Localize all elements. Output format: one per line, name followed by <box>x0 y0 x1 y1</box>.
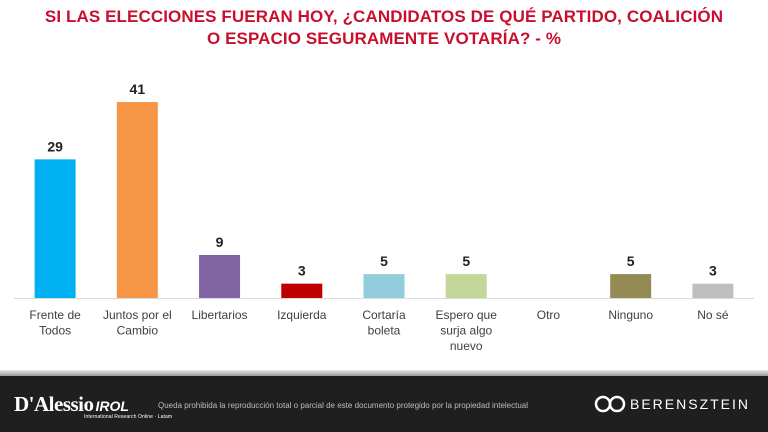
copyright-disclaimer: Queda prohibida la reproducción total o … <box>158 401 529 410</box>
bar <box>199 254 241 298</box>
data-label: 3 <box>298 263 306 279</box>
chart-title-line-2: O ESPACIO SEGURAMENTE VOTARÍA? - % <box>206 29 562 48</box>
category-label: Libertarios <box>192 308 248 322</box>
bar <box>281 283 323 298</box>
category-label: Cortaría boleta <box>362 308 406 338</box>
data-label: 5 <box>627 253 635 269</box>
data-label: 29 <box>47 138 63 154</box>
category-label: No sé <box>697 308 729 322</box>
bar <box>610 274 652 298</box>
bar <box>445 274 487 298</box>
irol-logo-text: IROL <box>95 398 129 414</box>
chart-title: SI LAS ELECCIONES FUERAN HOY, ¿CANDIDATO… <box>0 6 768 50</box>
data-label: 3 <box>709 263 717 279</box>
chart-title-line-1: SI LAS ELECCIONES FUERAN HOY, ¿CANDIDATO… <box>44 7 724 26</box>
bar <box>363 274 405 298</box>
berensztein-mark-icon <box>594 395 626 413</box>
dalessio-logo-subtitle: International Research Online · Latam <box>84 414 173 420</box>
footer-divider <box>0 370 768 376</box>
category-label: Frente de Todos <box>29 308 81 338</box>
data-label: 9 <box>216 234 224 250</box>
category-label: Juntos por el Cambio <box>103 308 172 338</box>
data-label: 41 <box>130 81 146 97</box>
bar <box>34 159 76 298</box>
dalessio-logo-text: D'Alessio <box>14 392 94 416</box>
bar <box>116 102 158 298</box>
berensztein-logo-text: BERENSZTEIN <box>630 396 751 412</box>
category-label: Espero que surja algo nuevo <box>436 308 498 353</box>
bar <box>692 283 734 298</box>
footer-bar <box>0 376 768 432</box>
category-label: Otro <box>537 308 561 322</box>
data-label: 5 <box>380 253 388 269</box>
bar-chart: 29 Frente de Todos 41 Juntos por el Cambio 9 Li… <box>14 81 754 353</box>
category-label: Izquierda <box>277 308 327 322</box>
data-label: 5 <box>462 253 470 269</box>
category-label: Ninguno <box>608 308 653 322</box>
berensztein-logo: BERENSZTEIN <box>594 395 750 413</box>
dalessio-irol-logo: D'Alessio IROL International Research Onl… <box>14 392 172 420</box>
